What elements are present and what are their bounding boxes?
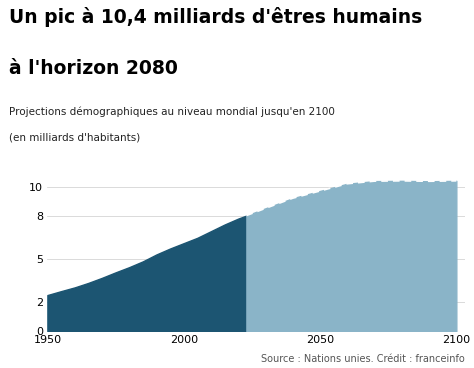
Text: Un pic à 10,4 milliards d'êtres humains: Un pic à 10,4 milliards d'êtres humains xyxy=(9,7,423,27)
Text: Projections démographiques au niveau mondial jusqu'en 2100: Projections démographiques au niveau mon… xyxy=(9,107,336,117)
Text: (en milliards d'habitants): (en milliards d'habitants) xyxy=(9,132,141,142)
Text: Source : Nations unies. Crédit : franceinfo: Source : Nations unies. Crédit : francei… xyxy=(261,354,465,364)
Text: à l'horizon 2080: à l'horizon 2080 xyxy=(9,59,178,78)
